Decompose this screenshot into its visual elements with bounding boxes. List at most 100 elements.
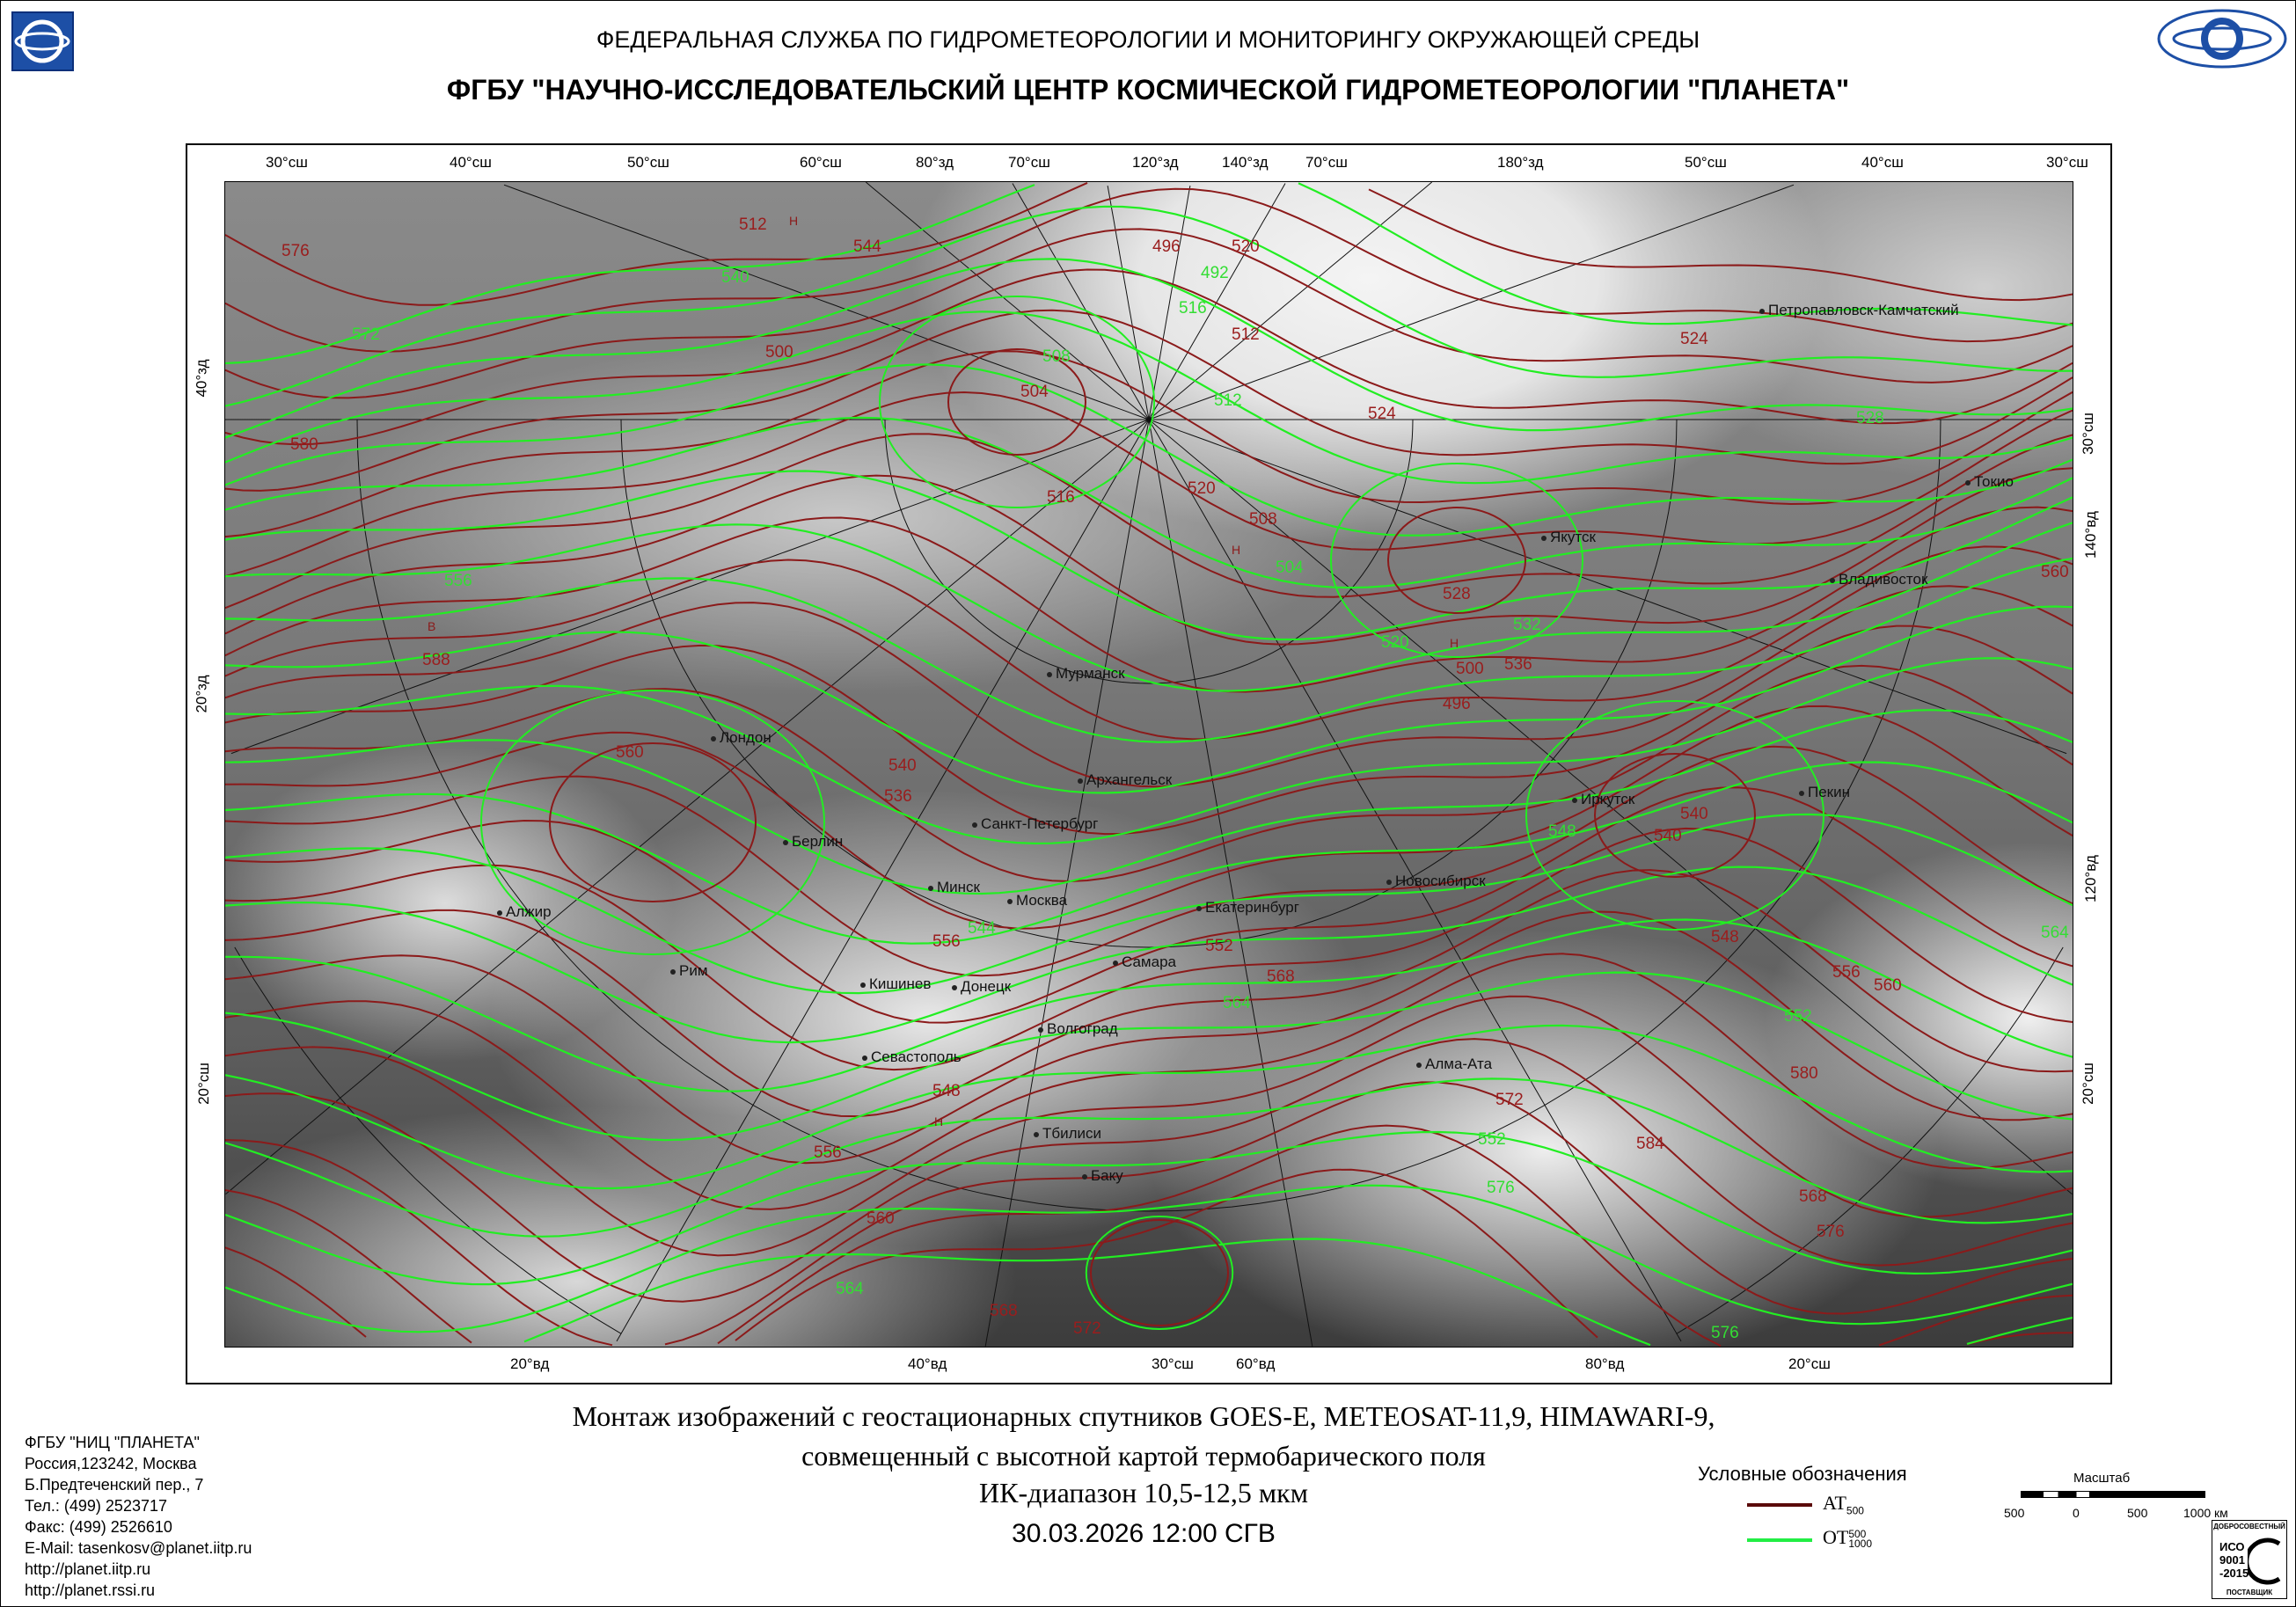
meridian-line: [230, 419, 1150, 755]
meridian-line: [1012, 183, 1150, 420]
contour-label: 492: [1201, 264, 1229, 282]
contour-label: 548: [1711, 928, 1739, 946]
city-label: Токио: [1965, 473, 2014, 491]
grid-label-top: 180°зд: [1497, 154, 1544, 171]
contour-label: 572: [1073, 1319, 1101, 1338]
legend-ot-text: OT: [1823, 1526, 1849, 1548]
at500-contour: [225, 1081, 2073, 1347]
grid-label-top: 30°сш: [2046, 154, 2088, 171]
contour-label: 500: [765, 343, 793, 362]
at500-contour: [225, 869, 2073, 1118]
grid-label-top: 70°сш: [1008, 154, 1050, 171]
ot-contour: [1525, 700, 1824, 931]
legend-at500-line: [1747, 1503, 1812, 1507]
contour-label: 588: [422, 651, 450, 669]
ot-contour: [225, 416, 2073, 589]
city-label: Волгоград: [1038, 1020, 1118, 1038]
contour-label: 564: [1223, 994, 1251, 1012]
at500-contour: [225, 625, 2073, 836]
grid-label-right: 120°вд: [2081, 855, 2099, 902]
city-label: Рим: [670, 962, 708, 980]
contour-label: 496: [1152, 237, 1181, 256]
grid-label-left: 40°зд: [193, 359, 210, 398]
city-label: Баку: [1082, 1167, 1123, 1185]
planeta-logo-icon: [11, 11, 74, 71]
ot-contour: [225, 761, 2073, 945]
contour-label: 568: [990, 1302, 1018, 1320]
meridian-line: [1148, 183, 1286, 420]
grid-label-bottom: 20°сш: [1788, 1355, 1831, 1372]
scale-tick: 1000 км: [2183, 1506, 2228, 1520]
city-label: Алма-Ата: [1416, 1056, 1492, 1073]
contour-label: 564: [836, 1280, 864, 1298]
caption-line2: совмещенный с высотной картой термобарич…: [801, 1440, 1486, 1472]
city-label: Лондон: [711, 729, 771, 747]
contour-label: 576: [1817, 1223, 1845, 1241]
contour-label: 512: [1214, 391, 1242, 410]
city-label: Мурманск: [1047, 665, 1125, 683]
iso-stamp-icon: ДОБРОСОВЕСТНЫЙ ИСО 9001 -2015 ПОСТАВЩИК: [2212, 1520, 2287, 1599]
city-label: Алжир: [497, 903, 552, 921]
grid-label-left: 20°зд: [193, 675, 210, 713]
grid-label-right: 140°вд: [2081, 511, 2099, 559]
city-label: Кишинев: [860, 975, 931, 993]
contour-label: 496: [1443, 695, 1471, 713]
city-label: Петропавловск-Камчатский: [1759, 302, 1959, 319]
city-label: Пекин: [1799, 784, 1850, 801]
ot-contour: [225, 813, 2073, 995]
ot-contour: [225, 522, 2073, 692]
city-label: Самара: [1113, 953, 1176, 971]
contour-label: 500: [1456, 660, 1484, 678]
city-label: Севастополь: [862, 1048, 962, 1066]
ot-contour: [879, 296, 1155, 508]
ot-contour: [225, 205, 2073, 407]
contour-label: 504: [1020, 383, 1049, 401]
legend-ot-label: OT500 1000: [1823, 1526, 1872, 1549]
grid-label-top: 40°сш: [450, 154, 492, 171]
contour-label: 516: [1047, 488, 1075, 507]
contour-label: 556: [814, 1143, 842, 1162]
contour-label: 552: [1478, 1130, 1506, 1149]
city-label: Владивосток: [1830, 571, 1927, 588]
contour-label: 540: [1654, 827, 1682, 845]
contact-line: ФГБУ "НИЦ "ПЛАНЕТА": [25, 1434, 200, 1451]
contour-label: 572: [1495, 1091, 1524, 1109]
scale-tick: 500: [2127, 1506, 2148, 1520]
contour-label: 508: [1249, 510, 1277, 529]
contour-label: 552: [1784, 1007, 1812, 1026]
at500-contour: [225, 309, 2073, 492]
contour-label: 576: [1711, 1324, 1739, 1342]
ot-contour: [225, 866, 2073, 1044]
at500-contour: [225, 506, 2073, 693]
meridian-line: [1148, 182, 1433, 420]
contour-label: 508: [1042, 347, 1071, 366]
contour-label: 520: [1381, 633, 1409, 652]
grid-label-top: 50°сш: [1685, 154, 1727, 171]
at500-contour: [225, 827, 2073, 1071]
grid-label-top: 80°зд: [916, 154, 954, 171]
scale-bar: [2021, 1491, 2205, 1498]
contour-label: 576: [282, 242, 310, 260]
contour-label: 580: [1790, 1064, 1818, 1083]
meridian-line: [1148, 186, 1191, 420]
scale-tick: 500: [2004, 1506, 2025, 1520]
grid-label-bottom: 60°вд: [1236, 1355, 1276, 1372]
iso-l1: ИСО: [2219, 1540, 2245, 1553]
at500-contour: [225, 1124, 2073, 1347]
meridian-line: [503, 184, 1150, 420]
city-label: Минск: [928, 879, 980, 896]
at500-contour: [225, 910, 2073, 1165]
grid-label-top: 120°зд: [1132, 154, 1179, 171]
contour-label: 556: [444, 572, 472, 590]
ot-contour: [225, 557, 2073, 743]
grid-label-top: 60°сш: [800, 154, 842, 171]
at500-contour: [225, 187, 2073, 353]
contour-label: 528: [1856, 409, 1884, 427]
contour-label: 576: [1487, 1179, 1515, 1197]
iso-bottom: ПОСТАВЩИК: [2226, 1589, 2273, 1596]
pressure-center-label: Н: [934, 1114, 944, 1129]
legend-ot-line: [1747, 1538, 1812, 1542]
contour-label: 544: [968, 919, 996, 938]
at500-contour: [1090, 1219, 1229, 1326]
meridian-line: [1107, 186, 1150, 420]
